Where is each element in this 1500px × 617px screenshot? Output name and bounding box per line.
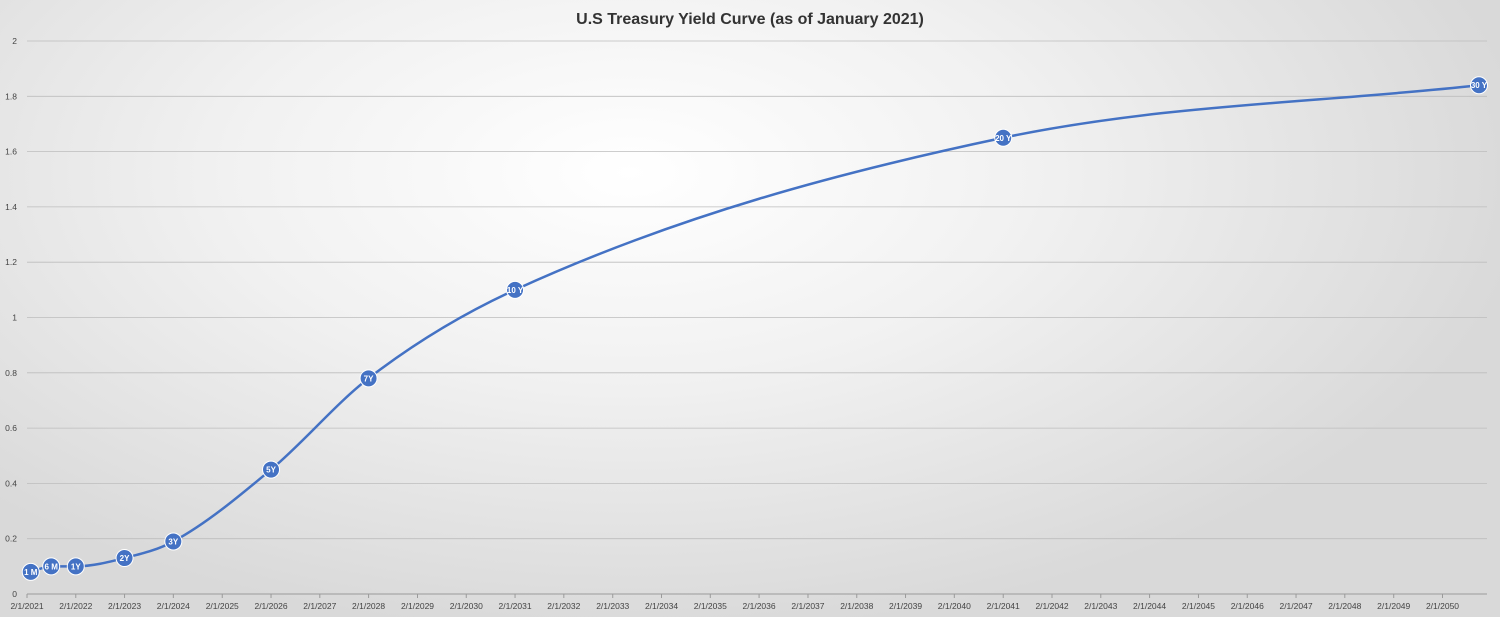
data-point-marker [994,128,1013,147]
x-tick-label: 2/1/2036 [743,601,776,611]
y-axis-tick-labels: 0 0.2 0.4 0.6 0.8 1 1.2 1.4 1.6 1.8 2 [5,36,17,599]
x-tick-label: 2/1/2023 [108,601,141,611]
x-tick-label: 2/1/2037 [791,601,824,611]
x-tick-label: 2/1/2026 [254,601,287,611]
data-point-marker [506,280,525,299]
x-tick-label: 2/1/2029 [401,601,434,611]
y-tick-label: 0.8 [5,368,17,378]
data-point-marker [1469,76,1488,95]
x-tick-label: 2/1/2041 [987,601,1020,611]
data-point-label: 3Y [168,537,178,546]
chart-title: U.S Treasury Yield Curve (as of January … [576,11,924,28]
gridlines [27,40,1487,540]
x-tick-label: 2/1/2038 [840,601,873,611]
data-point-marker [66,557,85,576]
x-tick-label: 2/1/2033 [596,601,629,611]
x-tick-label: 2/1/2035 [694,601,727,611]
y-tick-label: 1.2 [5,257,17,267]
y-tick-label: 2 [12,36,17,46]
x-tick-label: 2/1/2039 [889,601,922,611]
x-tick-label: 2/1/2025 [206,601,239,611]
y-tick-label: 0.6 [5,423,17,433]
x-tick-label: 2/1/2034 [645,601,678,611]
x-tick-label: 2/1/2044 [1133,601,1166,611]
data-point-marker [42,557,61,576]
x-tick-label: 2/1/2021 [10,601,43,611]
x-tick-label: 2/1/2047 [1279,601,1312,611]
x-tick-label: 2/1/2045 [1182,601,1215,611]
x-axis-tick-labels: 2/1/2021 2/1/2022 2/1/2023 2/1/2024 2/1/2025… [10,601,1459,611]
x-tick-label: 2/1/2030 [450,601,483,611]
data-point-label: 1 M [24,568,38,577]
data-points: 1 M 6 M 1Y 2Y 3Y 5Y 7Y 10 Y 20 Y 30 Y [21,76,1488,581]
y-tick-label: 1.6 [5,147,17,157]
x-tick-label: 2/1/2028 [352,601,385,611]
data-point-label: 10 Y [507,286,524,295]
data-point-label: 20 Y [995,134,1012,143]
series-lines [30,83,1480,574]
data-point-label: 7Y [364,374,374,383]
data-point-label: 6 M [45,562,59,571]
data-point-label: 2Y [120,554,130,563]
data-point-label: 5Y [266,466,276,475]
x-tick-label: 2/1/2046 [1231,601,1264,611]
data-point-marker [359,369,378,388]
x-tick-label: 2/1/2043 [1084,601,1117,611]
x-tick-label: 2/1/2024 [157,601,190,611]
data-point-marker [115,549,134,568]
data-point-marker [21,562,40,581]
y-tick-label: 0 [12,589,17,599]
data-point-marker [262,460,281,479]
x-tick-label: 2/1/2022 [59,601,92,611]
x-tick-label: 2/1/2049 [1377,601,1410,611]
x-tick-label: 2/1/2048 [1328,601,1361,611]
y-tick-label: 1.4 [5,202,17,212]
data-point-label: 30 Y [1471,81,1488,90]
axes [26,593,1487,598]
y-tick-label: 0.4 [5,478,17,488]
x-tick-label: 2/1/2040 [938,601,971,611]
x-tick-label: 2/1/2050 [1426,601,1459,611]
x-tick-label: 2/1/2032 [547,601,580,611]
y-tick-label: 1.8 [5,91,17,101]
x-tick-label: 2/1/2042 [1035,601,1068,611]
y-tick-label: 1 [12,313,17,323]
series-line [30,83,1480,574]
y-tick-label: 0.2 [5,534,17,544]
data-point-label: 1Y [71,562,81,571]
x-tick-label: 2/1/2027 [303,601,336,611]
data-point-marker [164,532,183,551]
x-tick-label: 2/1/2031 [499,601,532,611]
